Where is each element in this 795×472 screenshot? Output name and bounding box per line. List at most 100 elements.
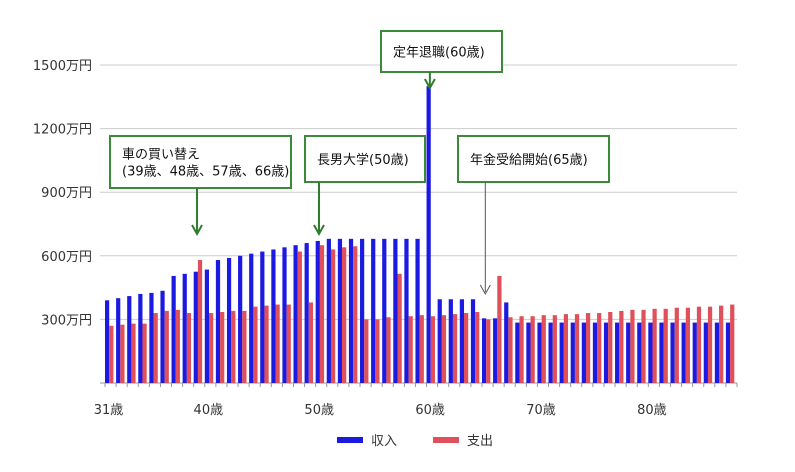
- expense-bar: [685, 307, 690, 383]
- income-bar: [626, 322, 631, 383]
- expense-bar: [264, 305, 269, 383]
- legend-label-expense: 支出: [467, 434, 493, 449]
- x-tick-label: 40歳: [194, 403, 224, 418]
- income-bar: [182, 273, 187, 383]
- expense-bar: [153, 313, 158, 383]
- income-bar: [260, 251, 265, 383]
- income-bar: [393, 238, 398, 383]
- expense-bar: [619, 310, 624, 383]
- income-bar: [171, 275, 176, 383]
- annotation-label: 車の買い替え: [122, 148, 200, 163]
- annotation-label: (39歳、48歳、57歳、66歳): [122, 165, 289, 180]
- expense-bar: [120, 324, 125, 383]
- y-tick-label: 1500万円: [33, 59, 92, 74]
- expense-bar: [430, 316, 435, 383]
- income-bar: [437, 299, 442, 383]
- expense-bar: [408, 316, 413, 383]
- income-bar: [360, 238, 365, 383]
- income-bar: [127, 296, 132, 383]
- expense-bar: [319, 245, 325, 383]
- expense-bar: [663, 308, 668, 383]
- expense-bar: [530, 316, 535, 383]
- expense-bar: [552, 315, 557, 383]
- income-bar: [559, 322, 564, 383]
- expense-bar: [209, 313, 214, 383]
- income-bar: [304, 243, 309, 383]
- income-bar: [238, 255, 243, 383]
- expense-bar: [330, 249, 336, 383]
- expense-bar: [475, 311, 480, 383]
- expense-bar: [220, 311, 225, 383]
- income-bar: [426, 86, 431, 383]
- income-bar: [160, 290, 165, 383]
- expense-bar: [164, 310, 169, 383]
- income-bar: [692, 322, 697, 383]
- expense-bar: [608, 311, 613, 383]
- expense-bar: [641, 309, 646, 383]
- y-tick-label: 600万円: [41, 250, 92, 265]
- expense-bar: [486, 319, 491, 383]
- expense-bar: [674, 307, 679, 383]
- annotation-box: [304, 135, 426, 183]
- income-bar: [703, 322, 708, 383]
- income-bar: [581, 322, 586, 383]
- expense-bar: [342, 247, 347, 383]
- expense-bar: [464, 313, 469, 383]
- income-bar: [481, 318, 487, 383]
- income-bar: [193, 271, 198, 383]
- income-bar: [548, 322, 553, 383]
- income-bar: [204, 269, 210, 383]
- expense-bar: [364, 319, 369, 383]
- expense-bar: [286, 304, 291, 383]
- expense-bar: [452, 314, 458, 383]
- income-bar: [570, 322, 575, 383]
- y-tick-label: 1200万円: [33, 123, 92, 138]
- annotation-arrowhead: [479, 284, 491, 296]
- expense-bar: [142, 323, 147, 383]
- income-bar: [337, 238, 343, 383]
- annotation-box: [457, 135, 610, 183]
- y-tick-label: 300万円: [41, 313, 92, 328]
- x-tick-label: 50歳: [304, 403, 334, 418]
- income-bar: [249, 253, 254, 383]
- expense-bar: [186, 313, 192, 383]
- expense-bar: [353, 246, 358, 383]
- expense-bar: [419, 315, 424, 383]
- income-bar: [603, 322, 609, 383]
- expense-bar: [707, 306, 713, 383]
- expense-bar: [597, 313, 602, 383]
- income-bar: [592, 322, 598, 383]
- expense-bar: [253, 306, 258, 383]
- expense-bar: [497, 275, 502, 383]
- expense-bar: [275, 304, 280, 383]
- expense-bar: [231, 310, 236, 383]
- expense-bar: [585, 313, 591, 383]
- annotation-label: 定年退職(60歳): [393, 46, 485, 61]
- expense-bar: [730, 304, 735, 383]
- expense-bar: [652, 308, 657, 383]
- expense-bar: [375, 319, 380, 383]
- income-bar: [215, 260, 221, 383]
- income-bar: [493, 318, 498, 383]
- income-bar: [537, 322, 542, 383]
- expense-bar: [441, 315, 447, 383]
- x-tick-label: 31歳: [94, 403, 124, 418]
- income-bar: [659, 322, 664, 383]
- income-bar: [681, 322, 686, 383]
- income-bar: [138, 293, 143, 383]
- income-bar: [459, 299, 465, 383]
- income-bar: [415, 238, 420, 383]
- y-tick-label: 900万円: [41, 186, 92, 201]
- expense-bar: [630, 309, 635, 383]
- income-bar: [504, 302, 509, 383]
- legend-label-income: 収入: [371, 434, 397, 449]
- annotation-arrowhead: [191, 224, 203, 237]
- expense-bar: [519, 316, 524, 383]
- expense-bar: [508, 317, 513, 383]
- annotation-label: 長男大学(50歳): [317, 152, 409, 168]
- x-tick-label: 80歳: [637, 403, 667, 418]
- income-bar: [637, 322, 642, 383]
- x-tick-label: 70歳: [526, 403, 556, 418]
- annotation-box: [109, 135, 292, 189]
